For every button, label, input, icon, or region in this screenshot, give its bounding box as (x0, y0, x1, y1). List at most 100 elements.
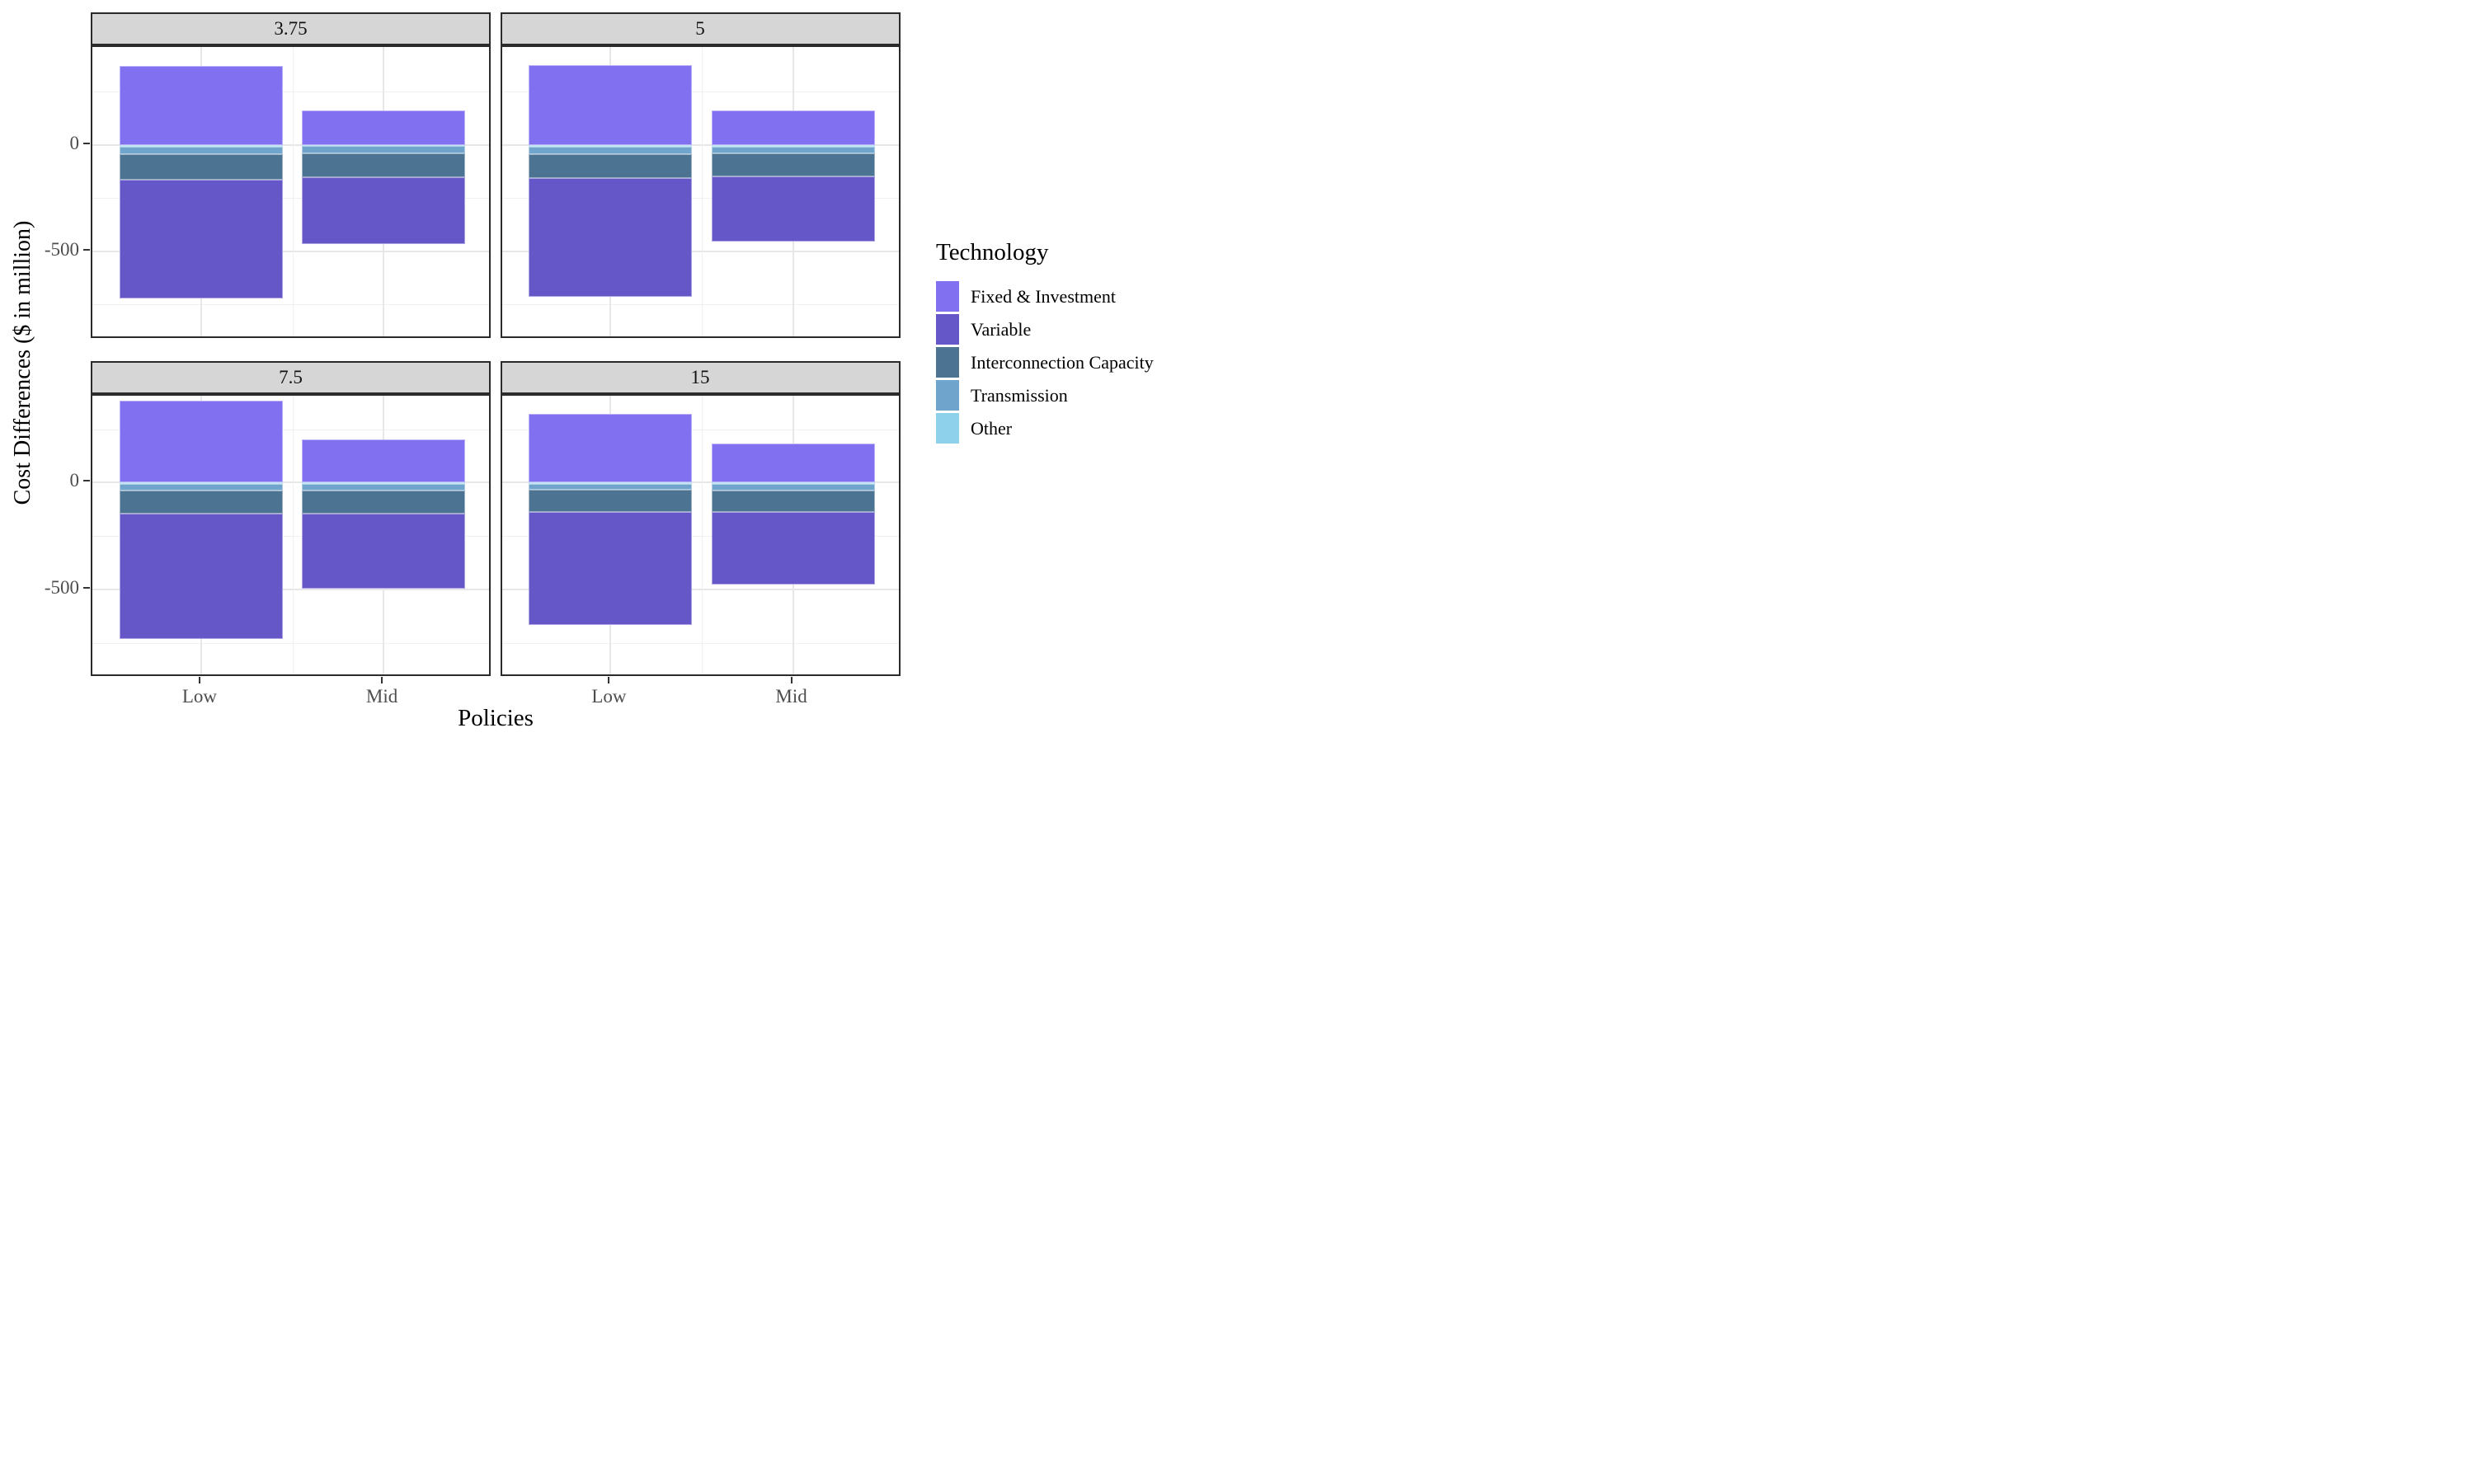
bar-segment-other (302, 144, 465, 147)
y-tick-mark (83, 586, 90, 589)
gridline-major-h (501, 588, 899, 590)
legend-item-label: Other (971, 417, 1013, 439)
bar-segment-transmission (119, 484, 283, 491)
gridline-minor-h (92, 198, 489, 200)
legend-item: Other (936, 413, 1233, 444)
y-axis-title: Cost Differences ($ in million) (10, 220, 35, 505)
y-tick-mark (83, 142, 90, 144)
gridline-major-h (501, 143, 899, 146)
x-tick-label: Low (591, 686, 627, 707)
legend-swatch-transmission (936, 380, 959, 411)
x-axis-title: Policies (458, 705, 534, 731)
bar-segment-transmission (302, 146, 465, 153)
facet-panel (91, 394, 491, 676)
gridline-major-h (92, 481, 489, 484)
bar-segment-transmission (529, 147, 693, 154)
legend-item: Transmission (936, 380, 1233, 411)
gridline-major-h (92, 588, 489, 590)
bar-segment-transmission (302, 484, 465, 491)
legend: Technology Fixed & Investment Variable Int… (936, 239, 1233, 446)
gridline-minor-v (292, 396, 294, 674)
bar-segment-interconnection-capacity (302, 490, 465, 514)
bar-segment-interconnection-capacity (119, 153, 283, 180)
bar-segment-interconnection-capacity (529, 490, 693, 513)
gridline-major-h (501, 481, 899, 484)
gridline-major-h (501, 250, 899, 252)
legend-swatch-variable (936, 314, 959, 345)
x-tick-mark (790, 677, 793, 683)
legend-item-label: Fixed & Investment (971, 285, 1116, 307)
gridline-minor-h (92, 642, 489, 644)
legend-item: Variable (936, 314, 1233, 345)
y-tick-label: -500 (44, 576, 79, 598)
bar-segment-other (302, 482, 465, 485)
x-tick-mark (381, 677, 383, 683)
bar-segment-fixed-investment (711, 110, 875, 145)
bar-segment-variable (529, 178, 693, 297)
legend-title: Technology (936, 239, 1049, 265)
x-tick-mark (608, 677, 610, 683)
y-tick-mark (83, 248, 90, 251)
facet-panel (500, 394, 901, 676)
legend-item-label: Variable (971, 318, 1032, 340)
y-tick-label: 0 (69, 132, 80, 153)
bar-segment-other (711, 144, 875, 147)
bar-segment-other (711, 482, 875, 485)
bar-segment-fixed-investment (711, 443, 875, 483)
bar-segment-interconnection-capacity (529, 153, 693, 179)
facet-strip-label: 5 (695, 18, 705, 39)
facet-strip: 15 (500, 361, 901, 394)
facet-strip-label: 15 (690, 367, 710, 387)
gridline-major-h (92, 250, 489, 252)
facet-panel (500, 45, 901, 338)
bar-segment-interconnection-capacity (711, 490, 875, 512)
legend-swatch-interconnection-capacity (936, 347, 959, 378)
bar-segment-variable (711, 176, 875, 242)
bar-segment-fixed-investment (529, 414, 693, 483)
facet-strip: 7.5 (91, 361, 491, 394)
bar-segment-transmission (119, 146, 283, 154)
bar-segment-other (529, 482, 693, 485)
bar-segment-fixed-investment (302, 110, 465, 145)
bar-segment-variable (119, 179, 283, 298)
bar-segment-transmission (529, 484, 693, 491)
facet-strip: 5 (500, 12, 901, 45)
bar-segment-transmission (711, 484, 875, 491)
legend-item-label: Interconnection Capacity (971, 351, 1154, 373)
bar-segment-interconnection-capacity (711, 153, 875, 177)
bar-segment-other (529, 144, 693, 148)
bar-segment-variable (529, 512, 693, 625)
gridline-minor-h (501, 198, 899, 200)
y-tick-label: -500 (44, 238, 79, 260)
bar-segment-variable (302, 177, 465, 244)
bar-segment-variable (119, 513, 283, 639)
legend-item-label: Transmission (971, 384, 1068, 406)
gridline-minor-h (92, 304, 489, 306)
bar-segment-variable (711, 511, 875, 585)
chart-figure: Cost Differences ($ in million) Policies… (0, 0, 1237, 742)
bar-segment-fixed-investment (302, 439, 465, 483)
gridline-minor-v (292, 47, 294, 336)
gridline-minor-v (702, 47, 703, 336)
bar-segment-other (119, 482, 283, 485)
y-tick-mark (83, 480, 90, 482)
facet-strip-label: 3.75 (274, 18, 308, 39)
gridline-major-h (92, 143, 489, 146)
x-tick-label: Mid (775, 686, 807, 707)
x-tick-mark (198, 677, 200, 683)
gridline-minor-h (501, 642, 899, 644)
legend-item: Interconnection Capacity (936, 347, 1233, 378)
bar-segment-variable (302, 514, 465, 589)
legend-swatch-fixed-investment (936, 281, 959, 312)
bar-segment-fixed-investment (119, 66, 283, 145)
bar-segment-other (119, 144, 283, 147)
legend-items: Fixed & Investment Variable Interconnectio… (936, 281, 1233, 444)
bar-segment-interconnection-capacity (119, 490, 283, 514)
bar-segment-interconnection-capacity (302, 153, 465, 177)
facet-strip-label: 7.5 (279, 367, 303, 387)
x-tick-label: Low (181, 686, 217, 707)
legend-swatch-other (936, 413, 959, 444)
x-tick-label: Mid (365, 686, 398, 707)
gridline-minor-h (501, 536, 899, 538)
gridline-minor-h (501, 304, 899, 306)
